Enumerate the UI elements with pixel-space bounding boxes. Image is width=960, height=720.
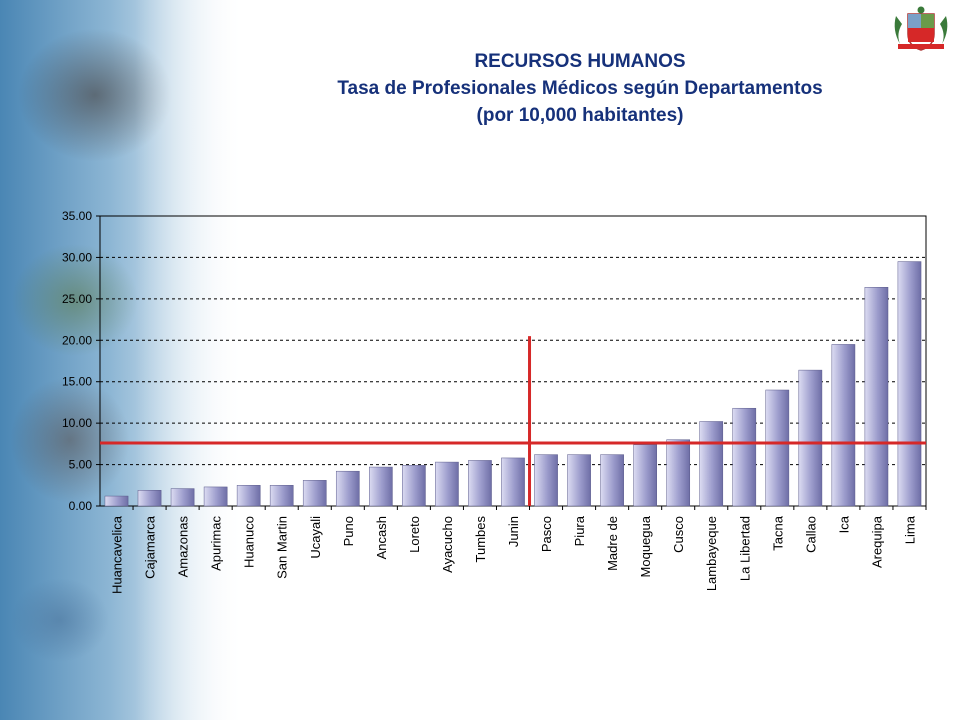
y-tick-label: 10.00 (62, 416, 92, 430)
page-title: RECURSOS HUMANOS (474, 51, 686, 72)
x-tick-label: La Libertad (737, 516, 752, 581)
x-tick-label: Ucayali (308, 516, 323, 559)
bar (864, 287, 889, 507)
bar (798, 369, 823, 507)
x-tick-label: Tacna (770, 515, 785, 550)
page-subtitle: Tasa de Profesionales Médicos según Depa… (337, 78, 823, 99)
x-tick-label: Moquegua (638, 515, 653, 577)
bar (501, 457, 525, 507)
decorative-photo-panel (0, 0, 245, 720)
title-block: RECURSOS HUMANOS Tasa de Profesionales M… (270, 48, 890, 129)
reference-lines (100, 336, 926, 506)
y-tick-label: 15.00 (62, 375, 92, 389)
x-tick-label: Loreto (407, 516, 422, 553)
x-tick-label: Amazonas (176, 516, 191, 578)
labels: 0.00 5.00 10.00 15.00 20.00 25.00 30.00 35.00 Hu… (62, 209, 918, 594)
x-tick-label: Arequipa (869, 515, 884, 568)
bar (203, 486, 228, 507)
x-tick-label: Lima (902, 515, 917, 544)
x-tick-label: Ica (836, 515, 851, 533)
bar (831, 344, 856, 507)
bar (633, 444, 657, 507)
bar (897, 261, 922, 507)
x-tick-label: Huanuco (242, 516, 257, 568)
bar (137, 490, 162, 507)
page-subtitle-units: (por 10,000 habitantes) (476, 105, 684, 126)
x-tick-label: Apurimac (209, 516, 224, 571)
bar (534, 454, 558, 507)
x-tick-label: San Martin (275, 516, 290, 579)
bar (468, 460, 492, 507)
x-tick-label: Huancavelica (110, 515, 125, 594)
bar (335, 470, 360, 507)
y-tick-label: 25.00 (62, 292, 92, 306)
bar (567, 454, 591, 507)
y-tick-label: 20.00 (62, 333, 92, 347)
bar (236, 485, 261, 507)
bar (765, 389, 790, 507)
bar (699, 421, 724, 507)
x-tick-label: Lambayeque (704, 516, 719, 591)
x-tick-label: Ayacucho (440, 516, 455, 573)
bar (302, 480, 327, 507)
y-tick-label: 30.00 (62, 250, 92, 264)
bar (435, 461, 459, 507)
bar (402, 465, 426, 507)
bar (600, 454, 624, 507)
bar (170, 488, 195, 507)
bar (104, 495, 129, 507)
y-tick-label: 35.00 (62, 209, 92, 223)
x-tick-label: Ancash (374, 516, 389, 559)
x-tick-label: Pasco (539, 516, 554, 552)
x-tick-label: Puno (341, 516, 356, 546)
bars (104, 261, 922, 507)
x-tick-label: Piura (572, 515, 587, 546)
bar (666, 439, 691, 507)
x-tick-label: Tumbes (473, 516, 488, 563)
x-tick-label: Cajamarca (143, 515, 158, 579)
y-tick-label: 5.00 (69, 458, 93, 472)
bar (732, 407, 757, 507)
x-tick-label: Madre de (605, 516, 620, 571)
y-tick-label: 0.00 (69, 499, 93, 513)
x-tick-label: Callao (803, 516, 818, 553)
coat-of-arms-icon (894, 6, 948, 51)
x-tick-label: Junin (506, 516, 521, 547)
x-tick-label: Cusco (671, 516, 686, 553)
bar (369, 466, 393, 507)
bar (269, 485, 294, 507)
